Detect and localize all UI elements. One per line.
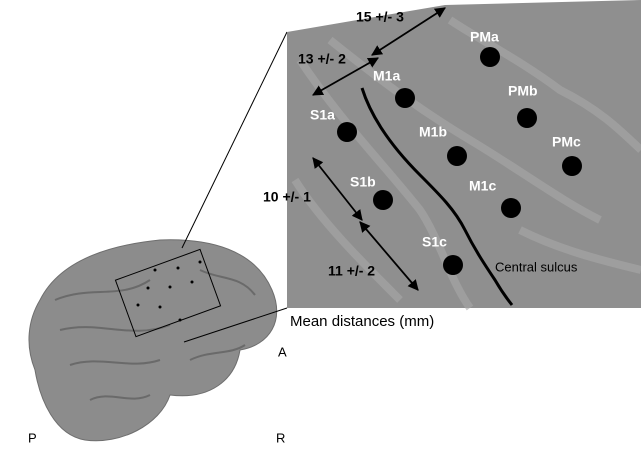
electrode-label: M1a [373,68,400,84]
orientation-label: A [278,344,287,359]
orientation-label: R [276,430,285,445]
electrode-label: PMb [508,83,538,99]
distance-label: 10 +/- 1 [263,189,311,205]
distance-label: 15 +/- 3 [356,9,404,25]
inset [287,0,641,311]
orientation-label: P [28,430,37,445]
electrode-label: M1c [469,178,496,194]
sulcus-label: Central sulcus [495,259,578,274]
electrode-label: M1b [419,124,447,140]
electrode-label: S1a [310,107,335,123]
distance-label: 11 +/- 2 [328,263,375,279]
electrode-label: S1c [422,234,447,250]
electrode-label: PMc [552,134,581,150]
electrode-label: PMa [470,29,499,45]
caption: Mean distances (mm) [290,313,434,330]
distance-label: 13 +/- 2 [298,51,346,67]
brain [28,31,288,442]
electrode-label: S1b [350,174,376,190]
